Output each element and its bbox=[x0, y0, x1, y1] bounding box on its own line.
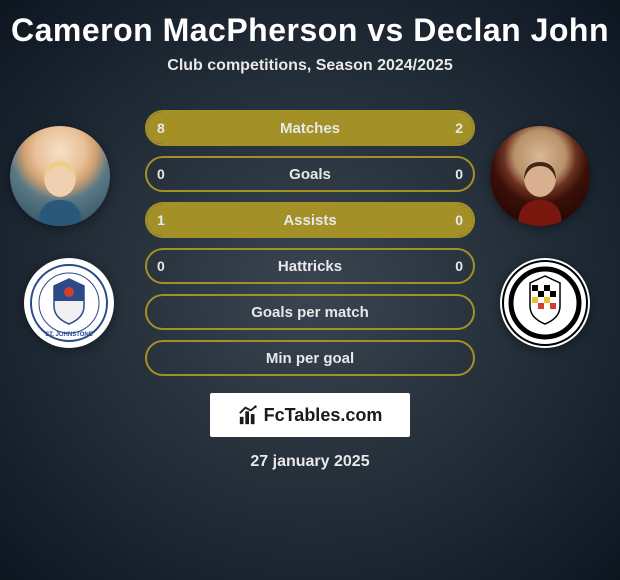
stat-row: 8 2 Matches bbox=[145, 105, 475, 151]
stat-bar: 0 0 Goals bbox=[145, 156, 475, 192]
date: 27 january 2025 bbox=[250, 453, 369, 471]
bar-fill-right bbox=[408, 112, 473, 144]
stat-bar: 1 0 Assists bbox=[145, 202, 475, 238]
page-title: Cameron MacPherson vs Declan John bbox=[11, 12, 609, 49]
stat-label: Assists bbox=[283, 212, 336, 229]
player-right-crest bbox=[500, 258, 590, 348]
stat-left-value: 0 bbox=[157, 258, 165, 274]
stat-right-value: 2 bbox=[455, 120, 463, 136]
player-left-avatar bbox=[10, 126, 110, 226]
svg-text:ST. JOHNSTONE: ST. JOHNSTONE bbox=[45, 332, 93, 338]
bar-fill-left bbox=[147, 112, 408, 144]
chart-icon bbox=[238, 404, 260, 426]
fctables-badge: FcTables.com bbox=[210, 393, 410, 437]
stat-right-value: 0 bbox=[455, 166, 463, 182]
stat-row: 0 0 Goals bbox=[145, 151, 475, 197]
stat-row: 0 0 Hattricks bbox=[145, 243, 475, 289]
stats-table: 8 2 Matches 0 0 Goals 1 0 Assists 0 0 Hattricks Goal… bbox=[145, 105, 475, 381]
stat-bar: 0 0 Hattricks bbox=[145, 248, 475, 284]
stat-left-value: 1 bbox=[157, 212, 165, 228]
stat-bar: Min per goal bbox=[145, 340, 475, 376]
player-left-crest: ST. JOHNSTONE bbox=[24, 258, 114, 348]
stat-row: 1 0 Assists bbox=[145, 197, 475, 243]
stat-label: Hattricks bbox=[278, 258, 342, 275]
stat-row: Min per goal bbox=[145, 335, 475, 381]
fctables-text: FcTables.com bbox=[264, 405, 383, 426]
stat-label: Goals bbox=[289, 166, 331, 183]
subtitle: Club competitions, Season 2024/2025 bbox=[167, 57, 452, 75]
stat-right-value: 0 bbox=[455, 258, 463, 274]
stat-label: Goals per match bbox=[251, 304, 369, 321]
player-right-avatar bbox=[490, 126, 590, 226]
stat-left-value: 0 bbox=[157, 166, 165, 182]
stat-right-value: 0 bbox=[455, 212, 463, 228]
stat-label: Min per goal bbox=[266, 350, 354, 367]
stat-bar: Goals per match bbox=[145, 294, 475, 330]
stat-label: Matches bbox=[280, 120, 340, 137]
stat-row: Goals per match bbox=[145, 289, 475, 335]
stat-left-value: 8 bbox=[157, 120, 165, 136]
stat-bar: 8 2 Matches bbox=[145, 110, 475, 146]
